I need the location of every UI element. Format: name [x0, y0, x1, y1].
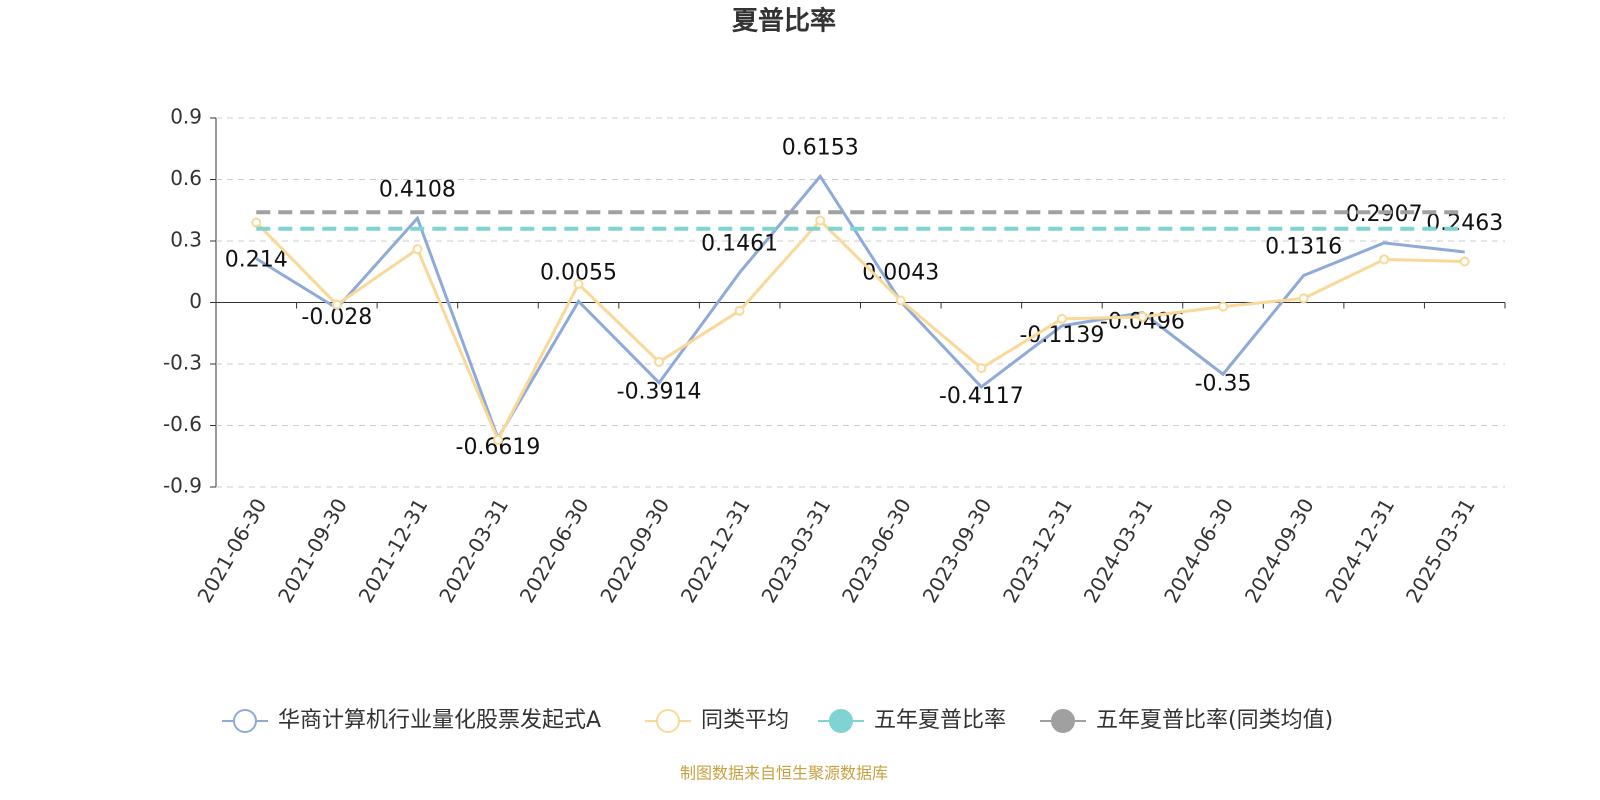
legend-symbol	[656, 709, 680, 733]
y-tick-label: -0.3	[163, 351, 202, 375]
point	[654, 356, 665, 367]
y-tick-label: 0.9	[170, 105, 202, 129]
x-tick-label: 2022-12-31	[676, 494, 755, 607]
x-tick-label: 2022-09-30	[595, 494, 674, 607]
point	[331, 299, 342, 310]
legend-item[interactable]: 华商计算机行业量化股票发起式A	[222, 708, 601, 733]
point	[734, 305, 745, 316]
data-label: 0.1316	[1265, 235, 1342, 260]
point	[1056, 313, 1067, 324]
data-label: -0.4117	[939, 384, 1024, 409]
legend-item[interactable]: 五年夏普比率(同类均值)	[1040, 708, 1333, 733]
legend-label: 华商计算机行业量化股票发起式A	[278, 708, 601, 733]
source-note: 制图数据来自恒生聚源数据库	[680, 764, 888, 783]
data-label: 0.6153	[782, 135, 859, 160]
point	[1298, 293, 1309, 304]
point	[976, 363, 987, 374]
data-label: 0.2463	[1426, 211, 1503, 236]
data-label: 0.214	[225, 248, 288, 273]
x-tick-label: 2025-03-31	[1401, 494, 1480, 607]
point	[1137, 311, 1148, 322]
legend-item[interactable]: 五年夏普比率	[818, 708, 1006, 733]
legend-symbol	[829, 709, 853, 733]
point	[573, 279, 584, 290]
y-tick-label: -0.6	[163, 412, 202, 436]
legend-symbol	[1051, 709, 1075, 733]
y-tick-label: 0.6	[170, 166, 202, 190]
legend-item[interactable]: 同类平均	[645, 708, 789, 733]
x-tick-label: 2024-03-31	[1079, 494, 1158, 607]
x-tick-label: 2024-06-30	[1159, 494, 1238, 607]
legend-label: 五年夏普比率(同类均值)	[1096, 708, 1333, 733]
y-tick-label: -0.9	[163, 474, 202, 498]
point	[815, 215, 826, 226]
data-label: 0.2907	[1346, 202, 1423, 227]
x-tick-label: 2021-06-30	[192, 494, 271, 607]
x-tick-label: 2023-12-31	[998, 494, 1077, 607]
legend-label: 五年夏普比率	[874, 708, 1006, 733]
point	[895, 295, 906, 306]
x-tick-label: 2024-12-31	[1320, 494, 1399, 607]
point	[251, 217, 262, 228]
x-tick-label: 2021-09-30	[273, 494, 352, 607]
data-label: 0.4108	[379, 177, 456, 202]
series-line	[255, 173, 1465, 442]
y-tick-label: 0	[189, 289, 202, 313]
x-tick-label: 2024-09-30	[1240, 494, 1319, 607]
x-tick-label: 2023-06-30	[837, 494, 916, 607]
series-line	[255, 218, 1465, 444]
x-tick-label: 2023-09-30	[918, 494, 997, 607]
point	[1218, 301, 1229, 312]
chart-title: 夏普比率	[732, 6, 836, 37]
legend-label: 同类平均	[701, 708, 789, 733]
x-tick-label: 2023-03-31	[756, 494, 835, 607]
x-tick-label: 2022-03-31	[434, 494, 513, 607]
x-tick-label: 2021-12-31	[354, 494, 433, 607]
point	[492, 434, 503, 445]
data-label: -0.35	[1195, 371, 1252, 396]
x-tick-label: 2022-06-30	[515, 494, 594, 607]
data-label: -0.3914	[617, 380, 702, 405]
data-label: 0.1461	[701, 232, 778, 257]
point	[412, 244, 423, 255]
y-tick-label: 0.3	[170, 228, 202, 252]
point	[1379, 254, 1390, 265]
legend-symbol	[233, 709, 257, 733]
point	[1459, 256, 1470, 267]
